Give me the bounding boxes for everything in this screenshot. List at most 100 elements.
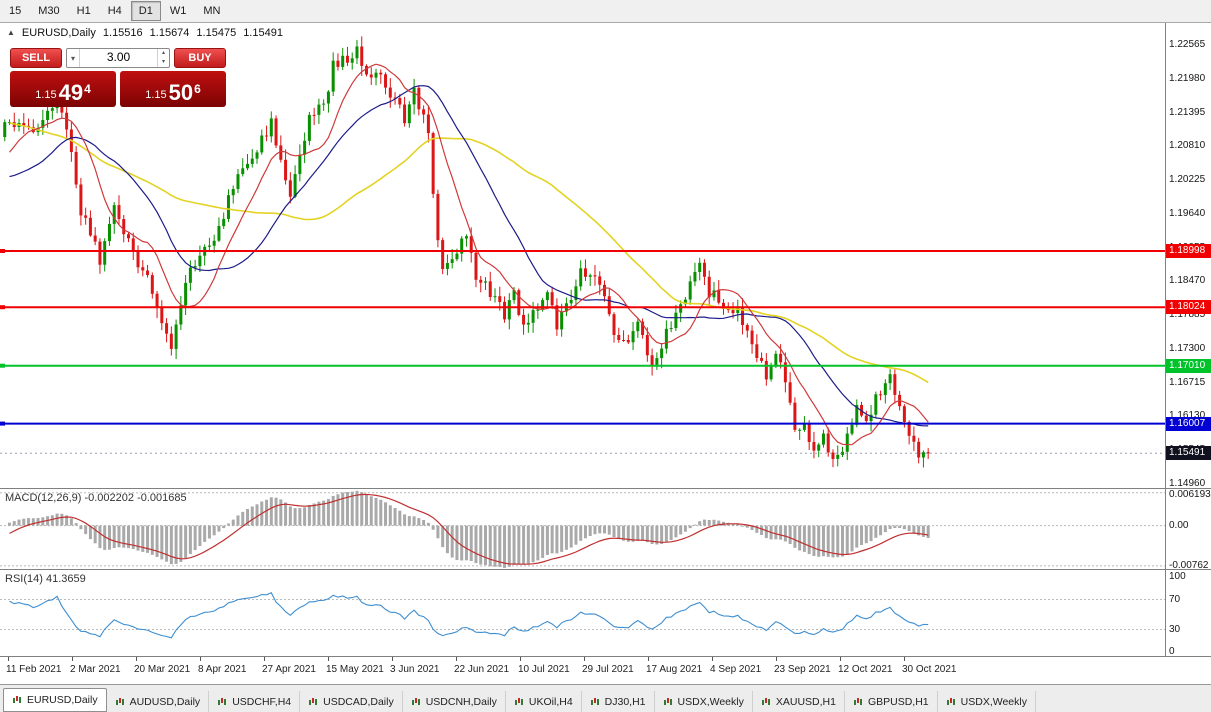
bid-price[interactable]: 1.15 49 4 (10, 71, 116, 107)
time-axis-label: 29 Jul 2021 (582, 664, 634, 675)
one-click-toggle-icon[interactable]: ▲ (7, 28, 15, 37)
price-tick: 1.18470 (1169, 275, 1206, 286)
chart-tab-dj30-h1[interactable]: DJ30,H1 (582, 691, 655, 712)
sell-button[interactable]: SELL (10, 48, 62, 68)
macd-plot[interactable]: MACD(12,26,9) -0.002202 -0.001685 (0, 489, 1166, 569)
time-axis-label: 23 Sep 2021 (774, 664, 831, 675)
volume-up-icon[interactable]: ▴ (161, 50, 165, 56)
tab-chart-icon (761, 697, 770, 705)
tab-chart-icon (946, 697, 955, 705)
price-line-badge: 1.16007 (1166, 417, 1211, 431)
timeframe-button-w1[interactable]: W1 (162, 1, 195, 21)
time-axis-label: 2 Mar 2021 (70, 664, 121, 675)
volume-spinner: ▴ ▾ (157, 49, 169, 67)
chart-tab-label: USDCHF,H4 (232, 695, 292, 708)
tab-chart-icon (853, 697, 862, 705)
timeframe-button-d1[interactable]: D1 (130, 1, 161, 21)
price-tick: 1.17885 (1169, 309, 1206, 320)
bid-prefix: 1.15 (35, 89, 57, 101)
chart-tab-ukoil-h4[interactable]: UKOil,H4 (506, 691, 582, 712)
rsi-canvas[interactable] (0, 570, 1165, 656)
price-tick: 1.21980 (1169, 73, 1206, 84)
price-line-badge: 1.17010 (1166, 359, 1211, 373)
rsi-axis-label: 30 (1169, 624, 1181, 635)
timeframe-button-h1[interactable]: H1 (69, 1, 99, 21)
volume-down-icon[interactable]: ▾ (161, 59, 165, 65)
rsi-axis: 100 70 30 0 (1166, 570, 1211, 657)
time-axis-label: 10 Jul 2021 (518, 664, 570, 675)
time-axis-label: 8 Apr 2021 (198, 664, 247, 675)
time-axis-tick (72, 657, 73, 661)
time-axis-label: 3 Jun 2021 (390, 664, 440, 675)
timeframe-button-15[interactable]: 15 (1, 1, 29, 21)
time-axis-tick (776, 657, 777, 661)
time-axis-label: 17 Aug 2021 (646, 664, 703, 675)
volume-dropdown-icon[interactable]: ▾ (67, 49, 80, 67)
macd-axis-label: 0.006193 (1169, 489, 1211, 500)
time-axis-label: 30 Oct 2021 (902, 664, 957, 675)
rsi-plot[interactable]: RSI(14) 41.3659 (0, 570, 1166, 656)
time-axis-label: 4 Sep 2021 (710, 664, 762, 675)
time-axis-tick (136, 657, 137, 661)
timeframe-button-m30[interactable]: M30 (30, 1, 67, 21)
chart-tab-label: USDX,Weekly (677, 695, 744, 708)
rsi-axis-label: 100 (1169, 571, 1186, 582)
chart-tab-label: USDCAD,Daily (323, 695, 394, 708)
time-axis-tick (584, 657, 585, 661)
macd-label: MACD(12,26,9) -0.002202 -0.001685 (5, 492, 187, 504)
time-axis-label: 20 Mar 2021 (134, 664, 191, 675)
chart-tab-usdcnh-daily[interactable]: USDCNH,Daily (403, 691, 506, 712)
chart-tab-eurusd-daily[interactable]: EURUSD,Daily (3, 688, 107, 712)
price-line-badge: 1.18998 (1166, 244, 1211, 258)
time-axis-tick (904, 657, 905, 661)
time-axis-tick (200, 657, 201, 661)
time-axis-tick (8, 657, 9, 661)
time-axis-tick (712, 657, 713, 661)
chart-tab-audusd-daily[interactable]: AUDUSD,Daily (107, 691, 210, 712)
time-axis-tick (520, 657, 521, 661)
time-axis-tick (648, 657, 649, 661)
ohlc-high: 1.15674 (149, 27, 190, 39)
time-axis[interactable]: 11 Feb 2021 2 Mar 2021 20 Mar 2021 8 Apr 20… (0, 657, 1211, 684)
bid-big-digits: 49 (58, 80, 84, 105)
time-axis-tick (392, 657, 393, 661)
ask-price[interactable]: 1.15 50 6 (120, 71, 226, 107)
macd-canvas[interactable] (0, 489, 1165, 569)
volume-value[interactable]: 3.00 (106, 50, 131, 64)
chart-tab-label: USDCNH,Daily (425, 695, 497, 708)
price-axis[interactable]: 1.22565 1.21980 1.21395 1.20810 1.20225 1.196… (1166, 23, 1211, 489)
price-tick: 1.20810 (1169, 140, 1206, 151)
chart-tab-xauusd-h1[interactable]: XAUUSD,H1 (753, 691, 845, 712)
ohlc-open: 1.15516 (102, 27, 143, 39)
timeframe-button-mn[interactable]: MN (195, 1, 228, 21)
candlestick-canvas[interactable] (0, 23, 1165, 488)
macd-pane: MACD(12,26,9) -0.002202 -0.001685 0.0061… (0, 489, 1211, 571)
chart-tab-label: GBPUSD,H1 (867, 695, 929, 708)
tab-chart-icon (309, 697, 318, 705)
price-tick: 1.20225 (1169, 174, 1206, 185)
time-axis-tick (264, 657, 265, 661)
chart-tab-usdchf-h4[interactable]: USDCHF,H4 (209, 691, 301, 712)
buy-button[interactable]: BUY (174, 48, 226, 68)
rsi-label: RSI(14) 41.3659 (5, 573, 86, 585)
price-tick: 1.21395 (1169, 107, 1206, 118)
tab-chart-icon (590, 697, 599, 705)
timeframe-button-h4[interactable]: H4 (100, 1, 130, 21)
chart-tab-label: USDX,Weekly (960, 695, 1027, 708)
chart-header: ▲ EURUSD,Daily 1.15516 1.15674 1.15475 1… (7, 27, 283, 39)
price-tick: 1.19640 (1169, 208, 1206, 219)
time-axis-tick (456, 657, 457, 661)
time-axis-tick (840, 657, 841, 661)
chart-tab-usdx-weekly[interactable]: USDX,Weekly (938, 691, 1036, 712)
price-tick: 1.14960 (1169, 478, 1206, 489)
tab-chart-icon (663, 697, 672, 705)
tab-chart-icon (218, 697, 227, 705)
macd-axis-label: 0.00 (1169, 520, 1189, 531)
ohlc-low: 1.15475 (196, 27, 237, 39)
chart-tab-gbpusd-h1[interactable]: GBPUSD,H1 (845, 691, 938, 712)
price-chart[interactable]: ▲ EURUSD,Daily 1.15516 1.15674 1.15475 1… (0, 23, 1166, 488)
chart-tab-usdcad-daily[interactable]: USDCAD,Daily (300, 691, 403, 712)
chart-tab-usdx-weekly[interactable]: USDX,Weekly (655, 691, 753, 712)
tab-chart-icon (13, 696, 21, 703)
